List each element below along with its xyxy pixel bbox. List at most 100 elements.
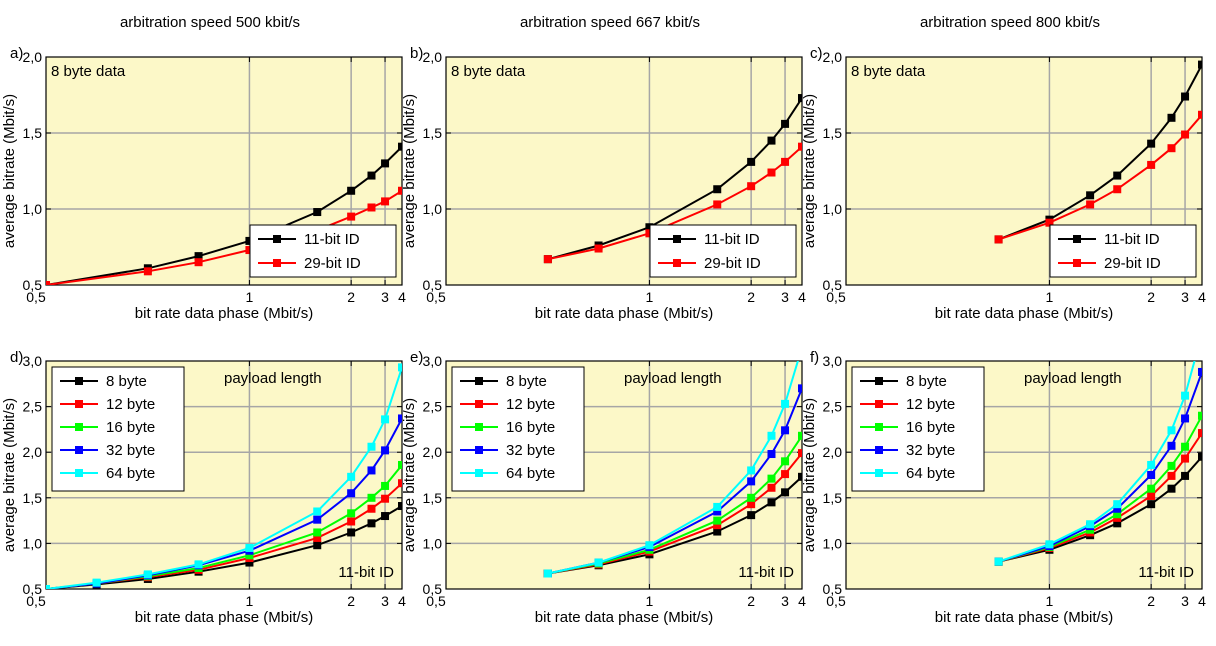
data-point	[1147, 139, 1156, 148]
data-point	[1167, 461, 1176, 470]
x-tick-label: 3	[381, 289, 389, 305]
data-point	[713, 507, 722, 516]
column-title: arbitration speed 500 kbit/s	[120, 14, 300, 31]
data-point	[713, 200, 722, 209]
data-point	[645, 229, 654, 238]
series-line-4	[547, 361, 799, 575]
series-line-4	[998, 361, 1196, 563]
x-tick-label: 2	[1147, 593, 1155, 609]
data-point	[1198, 367, 1202, 376]
data-point	[367, 171, 376, 180]
series-group	[994, 361, 1202, 566]
panel-note-id: 11-bit ID	[1138, 564, 1194, 581]
data-point	[381, 197, 390, 206]
legend-marker	[75, 423, 83, 431]
y-tick-label: 1,0	[823, 535, 843, 551]
data-point	[781, 426, 790, 435]
data-point	[781, 457, 790, 466]
x-tick-label: 3	[781, 593, 789, 609]
legend-entry: 29-bit ID	[304, 255, 361, 272]
panel-note: payload length	[224, 370, 322, 387]
data-point	[313, 533, 322, 542]
y-tick-label: 2,5	[23, 399, 43, 415]
data-point	[367, 442, 376, 451]
data-point	[798, 472, 802, 481]
legend-marker	[475, 423, 483, 431]
panel-letter: d)	[10, 349, 23, 366]
legend-entry: 32 byte	[906, 442, 955, 459]
data-point	[1198, 110, 1202, 119]
x-tick-label: 1	[246, 593, 254, 609]
series-group	[543, 361, 802, 578]
data-point	[381, 512, 390, 521]
data-point	[1147, 160, 1156, 169]
data-point	[1045, 218, 1054, 227]
legend-entry: 11-bit ID	[304, 231, 360, 248]
x-tick-label: 0,5	[826, 289, 846, 305]
data-point	[245, 558, 254, 567]
legend-entry: 12 byte	[106, 396, 155, 413]
legend-entry: 11-bit ID	[1104, 231, 1160, 248]
series-group	[994, 60, 1202, 244]
legend-marker	[475, 446, 483, 454]
y-tick-label: 1,5	[823, 490, 843, 506]
data-point	[713, 527, 722, 536]
data-point	[347, 509, 356, 518]
x-tick-label: 0,5	[826, 593, 846, 609]
y-tick-label: 2,0	[23, 444, 43, 460]
y-axis-label: average bitrate (Mbit/s)	[801, 94, 818, 248]
x-tick-label: 2	[347, 289, 355, 305]
data-point	[543, 255, 552, 264]
data-point	[1181, 92, 1190, 101]
panel-note: 8 byte data	[451, 63, 526, 80]
y-tick-label: 0,5	[23, 277, 43, 293]
chart-panel-d: 0,5 1 2 3 4 0,5 1,0 1,5 2,0 2,5 3,0 bit rate data p…	[1, 349, 406, 626]
data-point	[1113, 500, 1122, 509]
y-tick-label: 0,5	[423, 581, 443, 597]
y-tick-label: 1,5	[823, 125, 843, 141]
data-point	[347, 528, 356, 537]
x-tick-label: 4	[398, 289, 406, 305]
y-tick-label: 1,0	[823, 201, 843, 217]
y-tick-label: 3,0	[823, 353, 843, 369]
legend-box	[249, 224, 397, 278]
data-point	[767, 474, 776, 483]
series-line-3	[998, 371, 1202, 563]
data-point	[713, 521, 722, 530]
data-point	[1181, 130, 1190, 139]
data-point	[798, 431, 802, 440]
x-tick-label: 3	[781, 289, 789, 305]
data-point	[1113, 519, 1122, 528]
data-point	[347, 472, 356, 481]
plot-frame	[445, 56, 803, 286]
x-tick-label: 4	[798, 289, 806, 305]
x-tick-label: 0,5	[426, 593, 446, 609]
data-point	[1147, 484, 1156, 493]
legend-entry: 16 byte	[106, 419, 155, 436]
data-point	[313, 541, 322, 550]
x-axis-label: bit rate data phase (Mbit/s)	[535, 609, 713, 626]
data-point	[398, 142, 402, 151]
data-point	[1181, 471, 1190, 480]
data-point	[46, 585, 50, 589]
legend-marker	[1073, 235, 1081, 243]
y-axis-label: average bitrate (Mbit/s)	[1, 94, 18, 248]
data-point	[1147, 471, 1156, 479]
x-tick-label: 1	[246, 289, 254, 305]
x-tick-label: 1	[1046, 593, 1054, 609]
y-axis-label: average bitrate (Mbit/s)	[801, 398, 818, 552]
x-axis-label: bit rate data phase (Mbit/s)	[135, 609, 313, 626]
data-point	[398, 479, 402, 488]
data-point	[798, 449, 802, 458]
data-point	[994, 557, 1003, 566]
x-tick-label: 3	[1181, 289, 1189, 305]
plot-frame	[45, 56, 403, 286]
legend-marker	[475, 377, 483, 385]
data-point	[747, 466, 756, 475]
chart-panel-a: 0,5 1 2 3 4 0,5 1,0 1,5 2,0 bit rate data phase (…	[1, 14, 406, 322]
legend-entry: 64 byte	[906, 465, 955, 482]
legend-entry: 8 byte	[906, 373, 947, 390]
series-line-4	[46, 367, 402, 589]
